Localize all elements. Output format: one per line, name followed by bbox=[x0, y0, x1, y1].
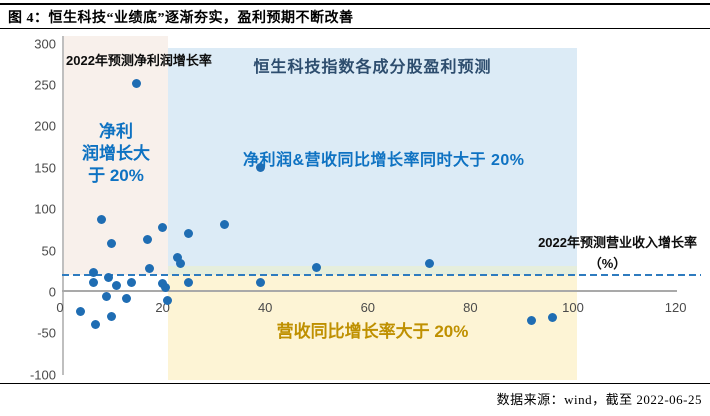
data-point bbox=[76, 307, 86, 317]
data-point bbox=[160, 283, 170, 293]
data-point bbox=[127, 278, 137, 288]
data-point bbox=[183, 277, 193, 287]
annotation-revenue-label: 营收同比增长率大于 20% bbox=[276, 322, 469, 341]
chart-title: 恒生科技指数各成分股盈利预测 bbox=[253, 59, 492, 76]
annotation-both-condition-label: 净利润&营收同比增长率同时大于 20% bbox=[243, 152, 525, 169]
data-point bbox=[163, 295, 173, 305]
data-point bbox=[111, 280, 121, 290]
region-net-profit-gt-20 bbox=[64, 36, 168, 275]
data-point bbox=[183, 228, 193, 238]
region-revenue-gt-20 bbox=[168, 266, 577, 380]
data-point bbox=[145, 264, 155, 274]
annotation-net-profit-label: 净利 润增长大 于 20% bbox=[64, 121, 168, 187]
data-point bbox=[176, 258, 186, 268]
x-tick-label: 120 bbox=[664, 300, 687, 315]
x-tick-label: 40 bbox=[257, 300, 273, 315]
y-tick-label: 250 bbox=[34, 77, 56, 93]
data-point bbox=[106, 312, 116, 322]
data-point bbox=[91, 319, 101, 329]
y-axis-title: 2022年预测净利润增长率 bbox=[66, 53, 212, 68]
data-point bbox=[132, 78, 142, 88]
threshold-dashed-line bbox=[62, 274, 701, 277]
bottom-rule bbox=[0, 383, 710, 384]
annotation-line: 于 20% bbox=[88, 166, 144, 185]
data-point bbox=[96, 214, 106, 224]
x-tick-label: 100 bbox=[562, 300, 584, 315]
figure-title: 图 4：恒生科技“业绩底”逐渐夯实，盈利预期不断改善 bbox=[8, 11, 354, 26]
data-point bbox=[88, 277, 98, 287]
x-axis-unit: （%） bbox=[588, 256, 627, 271]
y-tick-label: 0 bbox=[48, 284, 56, 300]
region-overlap-band bbox=[168, 266, 577, 275]
data-point bbox=[158, 222, 168, 232]
y-tick-label: -100 bbox=[29, 367, 56, 383]
source-note: 数据来源：wind，截至 2022-06-25 bbox=[496, 392, 702, 407]
x-tick-label: 60 bbox=[360, 300, 376, 315]
x-axis-title: 2022年预测营业收入增长率 bbox=[538, 235, 697, 250]
y-tick-label: 200 bbox=[34, 118, 56, 134]
data-point bbox=[88, 267, 98, 277]
y-tick-label: -50 bbox=[37, 325, 56, 341]
x-tick-label: 80 bbox=[463, 300, 478, 315]
title-underline bbox=[0, 28, 710, 29]
annotation-line: 净利 bbox=[99, 122, 133, 141]
data-point bbox=[527, 316, 537, 326]
y-tick-label: 300 bbox=[34, 36, 56, 51]
y-tick-label: 50 bbox=[41, 243, 56, 259]
y-tick-label: 150 bbox=[34, 160, 56, 176]
data-point bbox=[142, 235, 152, 245]
data-point bbox=[106, 239, 116, 249]
data-point bbox=[173, 252, 183, 262]
data-point bbox=[255, 278, 265, 288]
x-axis-line bbox=[62, 290, 677, 292]
data-point bbox=[547, 313, 557, 323]
top-rule bbox=[0, 3, 710, 5]
data-point bbox=[219, 219, 229, 229]
y-tick-label: 100 bbox=[34, 201, 56, 217]
y-axis-line bbox=[62, 36, 64, 375]
data-point bbox=[255, 163, 265, 173]
data-point bbox=[104, 273, 114, 283]
x-tick-label: 0 bbox=[56, 300, 64, 315]
data-point bbox=[122, 294, 132, 304]
data-point bbox=[424, 259, 434, 269]
data-point bbox=[312, 263, 321, 273]
region-both-gt-20 bbox=[168, 48, 577, 275]
data-point bbox=[101, 292, 111, 302]
annotation-line: 润增长大 bbox=[82, 144, 150, 163]
